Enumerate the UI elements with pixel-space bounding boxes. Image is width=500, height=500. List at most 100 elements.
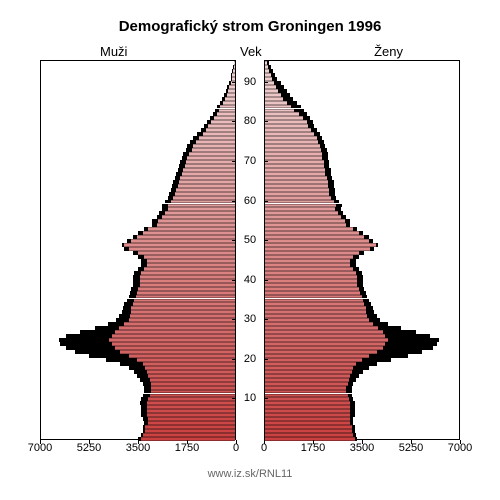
female-bar-row [265, 65, 461, 69]
male-bar-row [39, 318, 235, 322]
y-tick-label: 60 [236, 195, 264, 207]
male-bar-row [39, 188, 235, 192]
male-bar-row [39, 263, 235, 267]
y-tick-label: 50 [236, 234, 264, 246]
female-bar-row [265, 204, 461, 208]
male-bar-row [39, 397, 235, 401]
male-bar-row [39, 156, 235, 160]
male-bar-row [39, 362, 235, 366]
female-bar-row [265, 73, 461, 77]
female-bar-row [265, 413, 461, 417]
male-bar-row [39, 358, 235, 362]
male-bar-row [39, 394, 235, 398]
x-tick-label-left: 5250 [77, 442, 101, 454]
female-bar-row [265, 219, 461, 223]
male-bar-row [39, 136, 235, 140]
x-tick-label-left: 0 [233, 442, 239, 454]
female-bar-row [265, 215, 461, 219]
male-bar-row [39, 247, 235, 251]
female-bar-row [265, 211, 461, 215]
male-bar-row [39, 291, 235, 295]
female-bar-row [265, 358, 461, 362]
x-tick-label-right: 5250 [399, 442, 423, 454]
y-tick-label: 30 [236, 313, 264, 325]
male-bar-row [39, 338, 235, 342]
female-bar-row [265, 231, 461, 235]
female-bar-row [265, 120, 461, 124]
male-bar-row [39, 65, 235, 69]
female-bar-row [265, 109, 461, 113]
male-bar-row [39, 299, 235, 303]
female-bar-row [265, 279, 461, 283]
x-tick-label-right: 3500 [350, 442, 374, 454]
female-bar-row [265, 97, 461, 101]
male-bar-row [39, 180, 235, 184]
male-bar-row [39, 366, 235, 370]
female-bar-row [265, 164, 461, 168]
female-bar-row [265, 112, 461, 116]
male-bar-row [39, 231, 235, 235]
male-bar-row [39, 215, 235, 219]
male-bar-row [39, 160, 235, 164]
male-bar-row [39, 164, 235, 168]
male-bar-row [39, 322, 235, 326]
female-bar-row [265, 382, 461, 386]
male-bar-row [39, 409, 235, 413]
y-tick-label: 40 [236, 274, 264, 286]
female-bar-row [265, 310, 461, 314]
female-bar-row [265, 370, 461, 374]
female-bar-row [265, 390, 461, 394]
male-bar-row [39, 184, 235, 188]
female-bar-row [265, 247, 461, 251]
female-bar-row [265, 184, 461, 188]
female-bar-row [265, 136, 461, 140]
female-bar-row [265, 417, 461, 421]
male-bar-row [39, 176, 235, 180]
male-bar-row [39, 267, 235, 271]
female-bar-row [265, 148, 461, 152]
male-bar-row [39, 326, 235, 330]
male-bar-row [39, 302, 235, 306]
female-bar-row [265, 346, 461, 350]
female-bar-row [265, 326, 461, 330]
y-tick-label: 80 [236, 115, 264, 127]
female-bar-row [265, 116, 461, 120]
male-bar-row [39, 144, 235, 148]
female-bar-row [265, 366, 461, 370]
male-bar-row [39, 105, 235, 109]
male-bar-row [39, 271, 235, 275]
male-panel [40, 60, 236, 440]
male-bar-row [39, 295, 235, 299]
male-bar-row [39, 227, 235, 231]
male-bar-row [39, 148, 235, 152]
x-tick-label-right: 0 [261, 442, 267, 454]
male-bar-row [39, 259, 235, 263]
male-bar-row [39, 207, 235, 211]
female-bar-row [265, 69, 461, 73]
male-bar-row [39, 211, 235, 215]
x-tick-label-left: 7000 [28, 442, 52, 454]
male-bar-row [39, 77, 235, 81]
male-bar-row [39, 152, 235, 156]
male-bar-row [39, 413, 235, 417]
y-tick-label: 10 [236, 392, 264, 404]
female-bar-row [265, 291, 461, 295]
male-bar-row [39, 116, 235, 120]
female-bar-row [265, 409, 461, 413]
male-bar-row [39, 429, 235, 433]
female-bar-row [265, 386, 461, 390]
male-bar-row [39, 255, 235, 259]
female-bar-row [265, 433, 461, 437]
female-bar-row [265, 287, 461, 291]
male-bar-row [39, 350, 235, 354]
female-bar-row [265, 429, 461, 433]
female-bar-row [265, 132, 461, 136]
male-bar-row [39, 417, 235, 421]
male-bar-row [39, 223, 235, 227]
male-bar-row [39, 314, 235, 318]
female-bar-row [265, 101, 461, 105]
male-bar-row [39, 204, 235, 208]
male-bar-row [39, 219, 235, 223]
male-bar-row [39, 310, 235, 314]
label-male: Muži [100, 44, 127, 59]
